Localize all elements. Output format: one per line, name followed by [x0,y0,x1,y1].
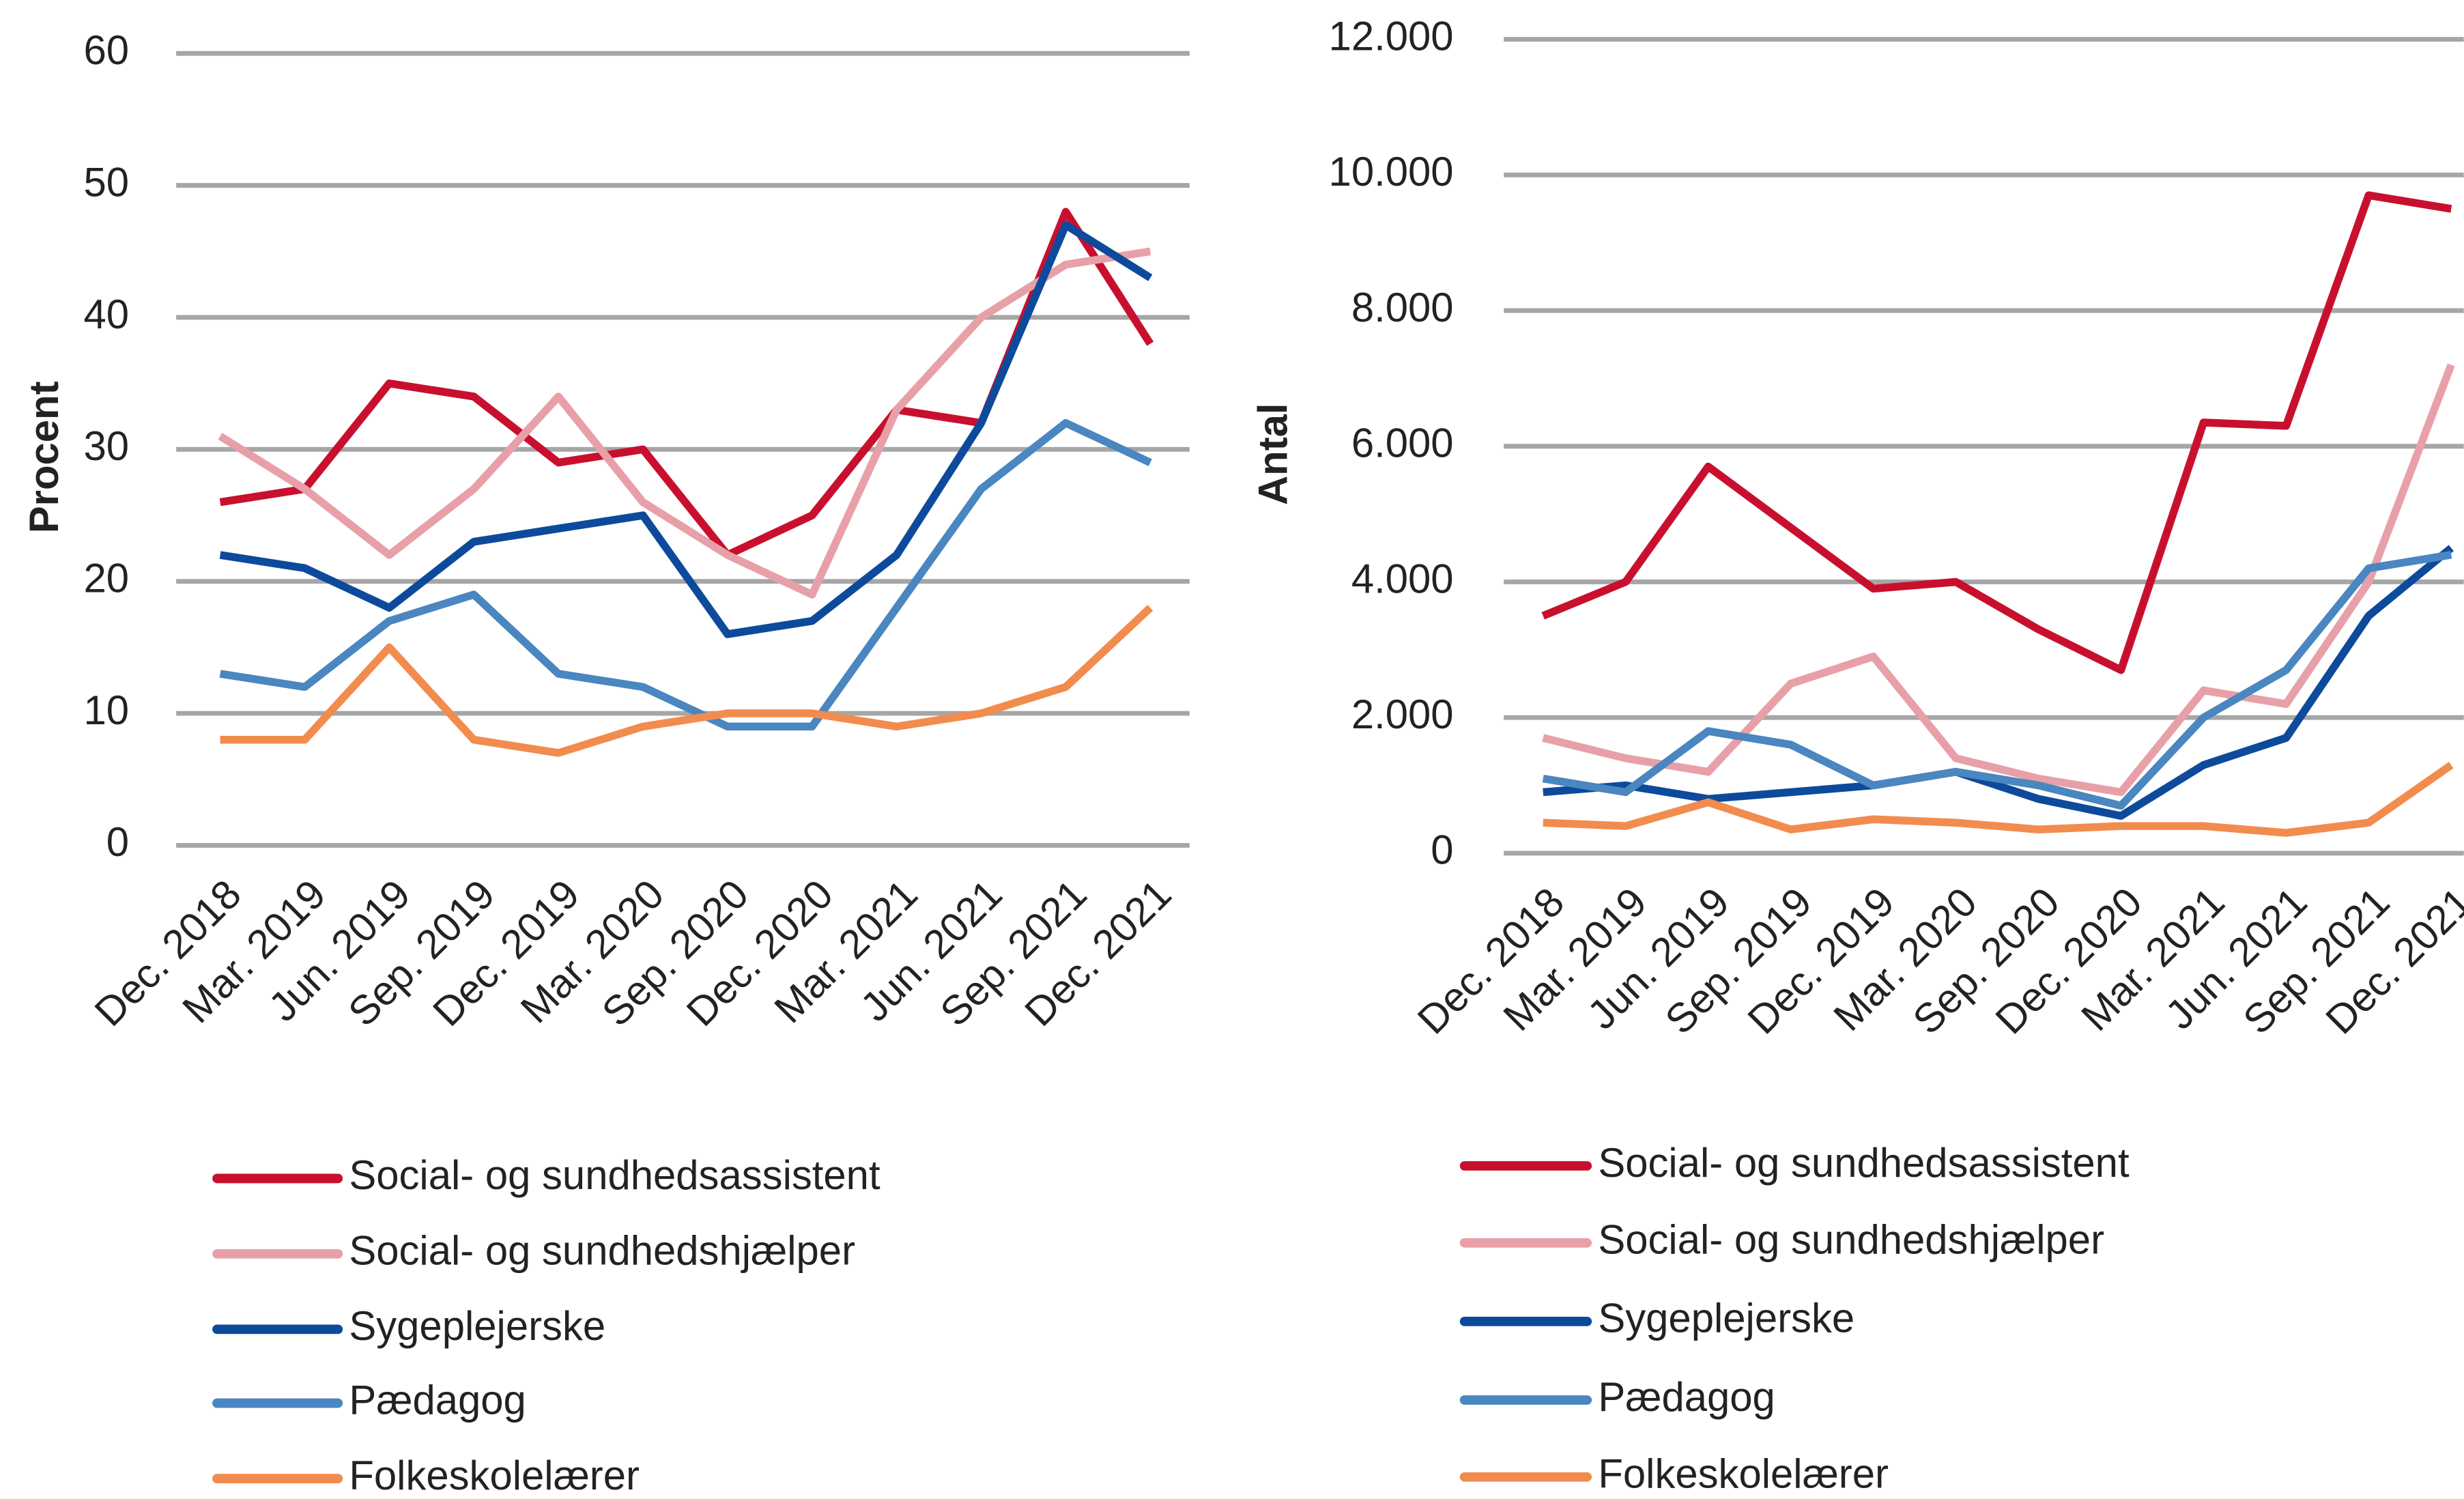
series-line [1543,762,2454,837]
legend-label: Pædagog [349,1377,526,1423]
y-axis-title: Antal [1250,403,1295,505]
legend-label: Social- og sundhedsassistent [1598,1140,2130,1186]
y-tick-label: 10 [84,687,130,733]
legend-label: Social- og sundhedshjælper [1598,1217,2104,1263]
series-line [218,247,1151,599]
legend-label: Social- og sundhedsassistent [349,1152,880,1198]
y-tick-label: 30 [84,423,130,469]
series-line [1543,545,2454,820]
y-tick-label: 60 [84,27,130,73]
y-tick-label: 0 [106,819,129,865]
series-line [1542,363,2455,797]
legend-label: Pædagog [1598,1374,1775,1420]
y-tick-label: 12.000 [1329,13,1454,59]
y-tick-label: 10.000 [1329,149,1454,195]
series-line [220,605,1154,757]
legend-label: Folkeskolelærer [1598,1451,1889,1497]
y-tick-label: 40 [84,291,130,337]
series-line [1541,191,2452,674]
series-line [219,208,1154,559]
y-tick-label: 6.000 [1351,420,1454,466]
legend-label: Social- og sundhedshjælper [349,1228,855,1274]
y-tick-label: 20 [84,556,130,601]
y-tick-label: 0 [1431,827,1453,873]
series-line [219,418,1152,731]
legend-label: Sygeplejerske [1598,1296,1854,1341]
y-tick-label: 8.000 [1351,285,1454,330]
legend-label: Folkeskolelærer [349,1453,640,1498]
series-line [219,220,1153,638]
y-axis-title: Procent [21,381,67,533]
y-tick-label: 2.000 [1351,691,1454,737]
legend-label: Sygeplejerske [349,1303,605,1349]
series-line [1542,551,2452,810]
y-tick-label: 4.000 [1351,556,1454,601]
y-tick-label: 50 [84,159,130,205]
